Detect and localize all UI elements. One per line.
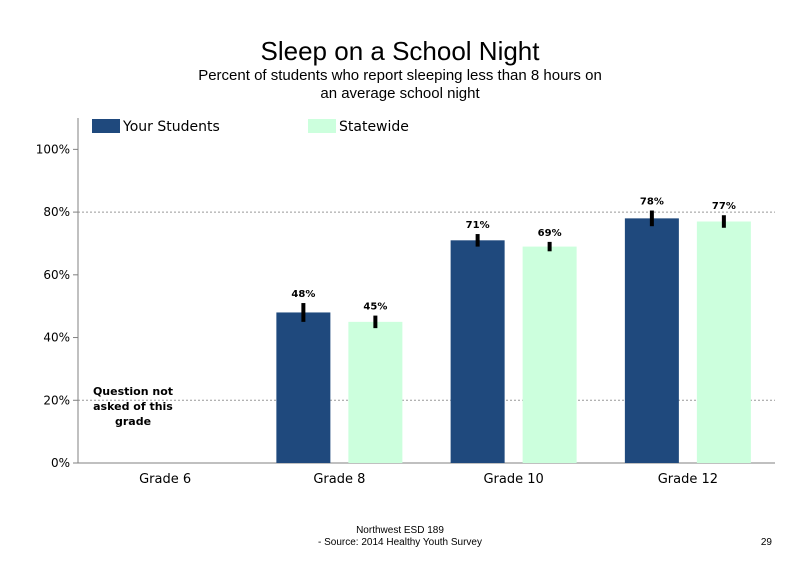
bar [696,221,751,463]
data-label: 45% [363,302,387,313]
bar [450,240,505,463]
y-tick-label: 80% [43,205,70,219]
category-label: Grade 6 [139,472,191,487]
data-label: 69% [538,228,562,239]
y-tick-label: 100% [36,142,70,156]
y-tick-label: 20% [43,393,70,407]
legend-swatch [308,119,336,133]
y-tick-label: 60% [43,268,70,282]
category-label: Grade 10 [483,472,543,487]
bar [522,246,577,463]
bar [276,312,331,463]
data-label: 78% [640,197,664,208]
bar [624,218,679,463]
chart-title: Sleep on a School Night [260,36,540,66]
y-tick-label: 40% [43,331,70,345]
legend-label: Your Students [122,119,220,135]
legend-swatch [92,119,120,133]
data-label: 77% [712,201,736,212]
data-label: 71% [466,220,490,231]
bar [348,321,403,463]
category-label: Grade 12 [658,472,718,487]
not-asked-note: Question not asked of this grade [92,385,174,428]
chart-subtitle: Percent of students who report sleeping … [198,67,602,102]
footer-source: - Source: 2014 Healthy Youth Survey [318,537,482,548]
footer-org: Northwest ESD 189 [356,525,444,536]
data-label: 48% [291,289,315,300]
legend-label: Statewide [339,119,409,135]
footer: Northwest ESD 189 - Source: 2014 Healthy… [0,525,800,549]
y-tick-label: 0% [51,456,70,470]
category-label: Grade 8 [313,472,365,487]
page-number: 29 [760,537,772,548]
